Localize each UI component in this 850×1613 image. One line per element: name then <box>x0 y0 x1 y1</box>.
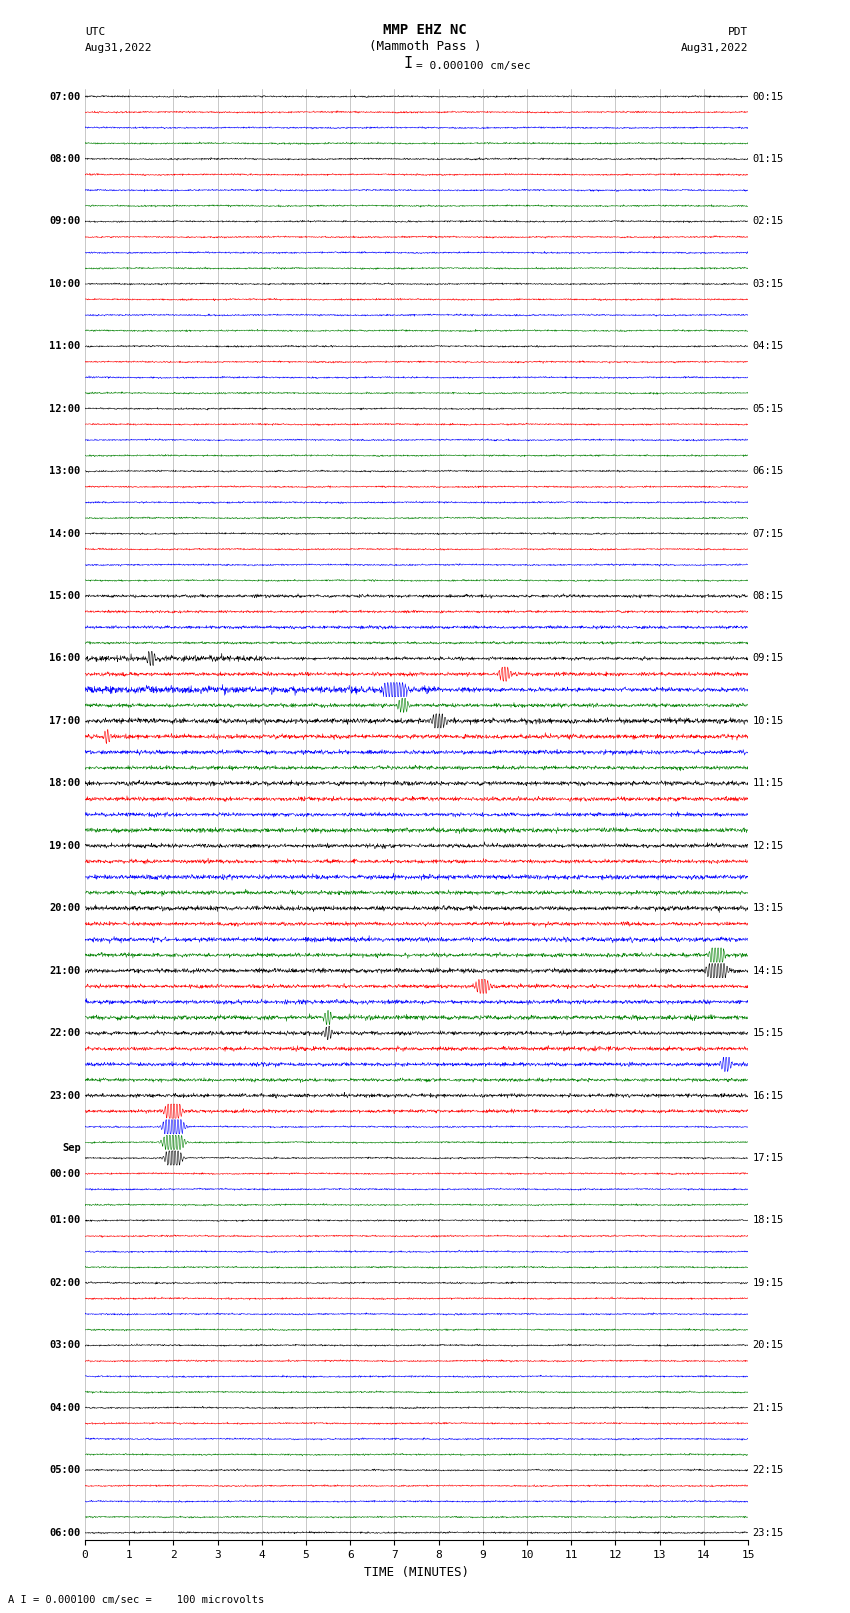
Text: 16:00: 16:00 <box>49 653 81 663</box>
Text: 09:15: 09:15 <box>752 653 784 663</box>
Text: 08:00: 08:00 <box>49 153 81 165</box>
Text: 01:15: 01:15 <box>752 153 784 165</box>
Text: 05:15: 05:15 <box>752 403 784 413</box>
Text: 10:15: 10:15 <box>752 716 784 726</box>
Text: 07:15: 07:15 <box>752 529 784 539</box>
Text: 02:00: 02:00 <box>49 1277 81 1287</box>
X-axis label: TIME (MINUTES): TIME (MINUTES) <box>364 1566 469 1579</box>
Text: Sep: Sep <box>62 1144 81 1153</box>
Text: 15:15: 15:15 <box>752 1027 784 1039</box>
Text: 08:15: 08:15 <box>752 590 784 602</box>
Text: 15:00: 15:00 <box>49 590 81 602</box>
Text: 01:00: 01:00 <box>49 1216 81 1226</box>
Text: 16:15: 16:15 <box>752 1090 784 1100</box>
Text: 14:15: 14:15 <box>752 966 784 976</box>
Text: 19:15: 19:15 <box>752 1277 784 1287</box>
Text: 00:00: 00:00 <box>49 1168 81 1179</box>
Text: 18:00: 18:00 <box>49 779 81 789</box>
Text: 21:00: 21:00 <box>49 966 81 976</box>
Text: 10:00: 10:00 <box>49 279 81 289</box>
Text: 13:15: 13:15 <box>752 903 784 913</box>
Text: 19:00: 19:00 <box>49 840 81 850</box>
Text: Aug31,2022: Aug31,2022 <box>681 44 748 53</box>
Text: 04:15: 04:15 <box>752 342 784 352</box>
Text: UTC: UTC <box>85 27 105 37</box>
Text: 21:15: 21:15 <box>752 1403 784 1413</box>
Text: 11:00: 11:00 <box>49 342 81 352</box>
Text: 13:00: 13:00 <box>49 466 81 476</box>
Text: 12:00: 12:00 <box>49 403 81 413</box>
Text: 00:15: 00:15 <box>752 92 784 102</box>
Text: 03:00: 03:00 <box>49 1340 81 1350</box>
Text: 18:15: 18:15 <box>752 1216 784 1226</box>
Text: PDT: PDT <box>728 27 748 37</box>
Text: I: I <box>404 56 412 71</box>
Text: 04:00: 04:00 <box>49 1403 81 1413</box>
Text: MMP EHZ NC: MMP EHZ NC <box>383 23 467 37</box>
Text: 11:15: 11:15 <box>752 779 784 789</box>
Text: A I = 0.000100 cm/sec =    100 microvolts: A I = 0.000100 cm/sec = 100 microvolts <box>8 1595 264 1605</box>
Text: 22:15: 22:15 <box>752 1465 784 1476</box>
Text: (Mammoth Pass ): (Mammoth Pass ) <box>369 40 481 53</box>
Text: 06:15: 06:15 <box>752 466 784 476</box>
Text: 03:15: 03:15 <box>752 279 784 289</box>
Text: 14:00: 14:00 <box>49 529 81 539</box>
Text: 05:00: 05:00 <box>49 1465 81 1476</box>
Text: 23:00: 23:00 <box>49 1090 81 1100</box>
Text: 06:00: 06:00 <box>49 1528 81 1537</box>
Text: 09:00: 09:00 <box>49 216 81 226</box>
Text: 17:15: 17:15 <box>752 1153 784 1163</box>
Text: 22:00: 22:00 <box>49 1027 81 1039</box>
Text: 02:15: 02:15 <box>752 216 784 226</box>
Text: 07:00: 07:00 <box>49 92 81 102</box>
Text: 12:15: 12:15 <box>752 840 784 850</box>
Text: 20:00: 20:00 <box>49 903 81 913</box>
Text: 20:15: 20:15 <box>752 1340 784 1350</box>
Text: 23:15: 23:15 <box>752 1528 784 1537</box>
Text: Aug31,2022: Aug31,2022 <box>85 44 152 53</box>
Text: = 0.000100 cm/sec: = 0.000100 cm/sec <box>416 61 531 71</box>
Text: 17:00: 17:00 <box>49 716 81 726</box>
